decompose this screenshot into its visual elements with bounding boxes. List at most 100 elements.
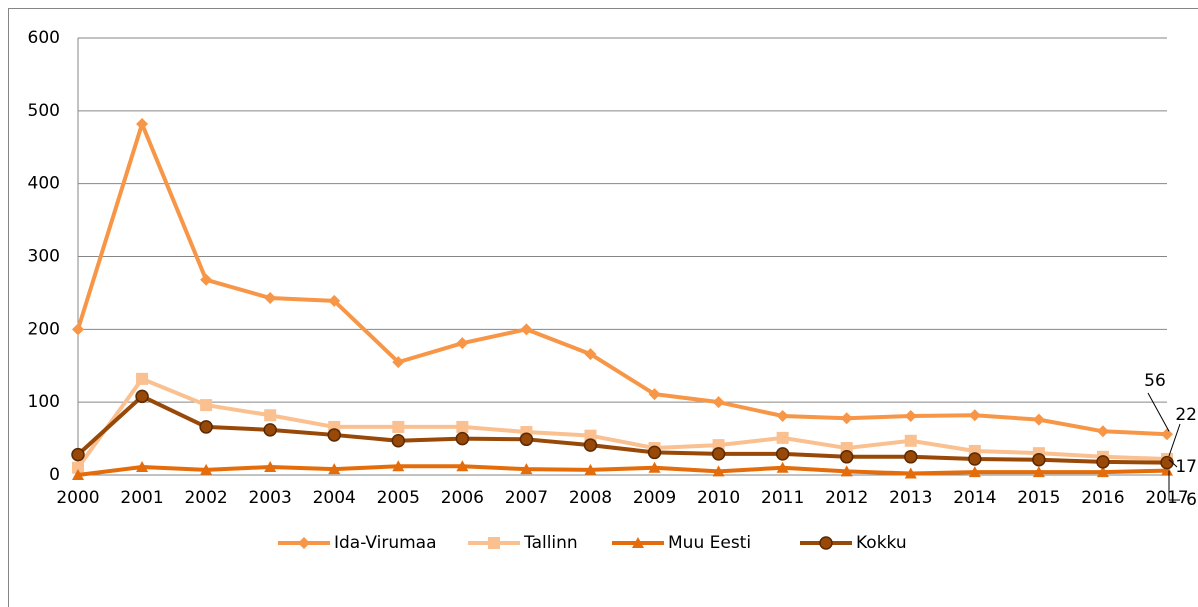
- chart-frame: [8, 8, 1198, 607]
- marker: [711, 447, 726, 461]
- marker: [200, 399, 213, 412]
- marker: [840, 412, 853, 425]
- marker: [136, 372, 149, 385]
- marker: [520, 463, 533, 475]
- legend-item: Tallinn: [468, 533, 578, 553]
- marker: [392, 420, 405, 433]
- leader-line: [1168, 459, 1178, 468]
- marker: [632, 537, 644, 548]
- marker: [583, 438, 598, 452]
- marker: [584, 429, 597, 442]
- marker: [520, 323, 533, 336]
- marker: [648, 388, 661, 401]
- marker: [1160, 455, 1174, 470]
- y-tick-label: 100: [28, 392, 60, 412]
- marker: [1032, 413, 1045, 426]
- y-tick-label: 200: [28, 319, 60, 339]
- marker: [712, 465, 725, 477]
- marker: [712, 396, 725, 409]
- marker: [775, 447, 790, 461]
- x-tick-label: 2010: [697, 488, 740, 508]
- y-tick-label: 500: [28, 101, 60, 121]
- y-tick-label: 400: [28, 174, 60, 194]
- marker: [264, 460, 277, 472]
- marker: [1032, 452, 1046, 467]
- series-line: [76, 394, 1168, 465]
- marker: [72, 323, 84, 336]
- marker: [328, 463, 341, 475]
- marker: [648, 461, 661, 473]
- marker: [776, 431, 789, 444]
- legend-label: Kokku: [856, 533, 907, 553]
- marker: [1032, 466, 1045, 478]
- x-tick-label: 2006: [441, 488, 484, 508]
- marker: [1096, 455, 1110, 469]
- y-tick-label: 0: [49, 465, 60, 485]
- leader-line: [1168, 423, 1181, 457]
- marker: [968, 466, 981, 478]
- marker: [328, 294, 341, 307]
- data-label: 56: [1144, 371, 1166, 391]
- legend-label: Muu Eesti: [668, 533, 751, 553]
- marker: [456, 337, 469, 350]
- x-tick-label: 2013: [889, 488, 932, 508]
- marker: [200, 273, 213, 286]
- x-tick-label: 2001: [120, 488, 163, 508]
- legend-item: Muu Eesti: [612, 533, 751, 553]
- legend-label: Ida-Virumaa: [334, 533, 437, 553]
- marker: [263, 423, 277, 437]
- legend-label: Tallinn: [523, 533, 578, 553]
- legend-item: Ida-Virumaa: [278, 533, 437, 553]
- marker: [391, 434, 406, 448]
- marker: [298, 537, 310, 549]
- x-tick-label: 2017: [1145, 488, 1188, 508]
- y-tick-label: 300: [28, 247, 60, 267]
- marker: [72, 469, 84, 480]
- x-tick-label: 2007: [505, 488, 548, 508]
- series-line: [76, 121, 1168, 437]
- x-tick-label: 2002: [184, 488, 227, 508]
- marker: [1096, 425, 1109, 438]
- marker: [392, 356, 405, 369]
- leader-line: [1147, 392, 1170, 432]
- marker: [519, 432, 534, 447]
- x-tick-label: 2005: [377, 488, 420, 508]
- x-tick-label: 2000: [56, 488, 99, 508]
- marker: [584, 348, 597, 361]
- y-tick-label: 600: [28, 28, 60, 48]
- marker: [327, 428, 341, 442]
- x-tick-label: 2008: [569, 488, 612, 508]
- marker: [200, 463, 213, 475]
- marker: [455, 431, 470, 446]
- marker: [264, 409, 277, 422]
- marker: [776, 410, 789, 423]
- marker: [968, 452, 982, 466]
- marker: [1161, 428, 1173, 441]
- marker: [839, 450, 854, 464]
- marker: [199, 420, 213, 434]
- x-tick-label: 2014: [953, 488, 996, 508]
- legend-item: Kokku: [800, 533, 907, 553]
- data-label: 17: [1175, 457, 1197, 477]
- marker: [904, 467, 917, 479]
- data-label: 6: [1186, 490, 1197, 510]
- marker: [647, 445, 662, 460]
- x-tick-label: 2016: [1081, 488, 1124, 508]
- marker: [776, 461, 789, 473]
- marker: [488, 537, 500, 549]
- x-tick-label: 2003: [249, 488, 292, 508]
- x-tick-label: 2009: [633, 488, 676, 508]
- marker: [584, 463, 597, 475]
- series-line: [77, 464, 1168, 477]
- marker: [135, 389, 149, 404]
- series-line: [76, 376, 1168, 469]
- marker: [1161, 464, 1173, 476]
- marker: [1096, 466, 1109, 478]
- marker: [819, 536, 833, 550]
- marker: [136, 117, 149, 130]
- x-tick-label: 2004: [313, 488, 356, 508]
- marker: [904, 450, 918, 464]
- data-label: 22: [1175, 405, 1197, 425]
